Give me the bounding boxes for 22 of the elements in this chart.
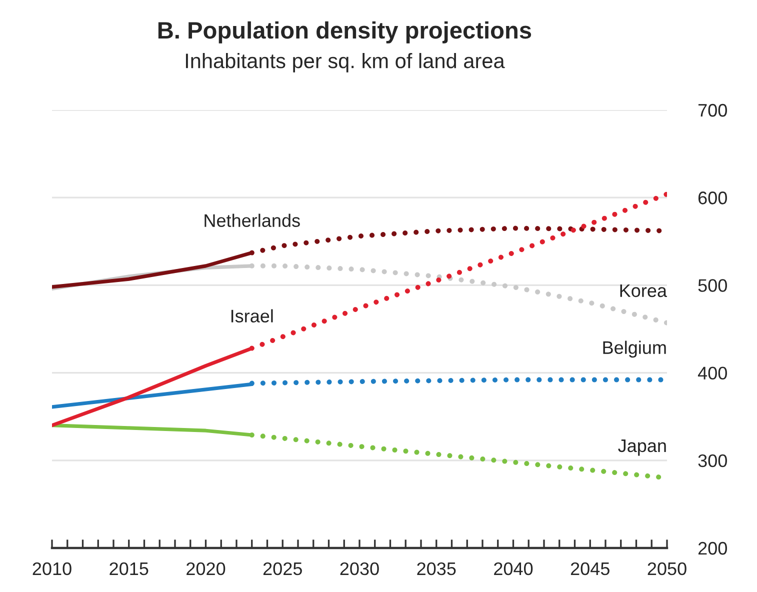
series-label: Korea: [620, 284, 667, 298]
y-tick-label: 200: [698, 542, 727, 555]
y-tick-label: 700: [698, 104, 727, 117]
series-label: Belgium: [603, 340, 666, 358]
series-label: Japan: [618, 440, 666, 456]
x-tick-label: 2050: [648, 562, 686, 576]
series-label: Israel: [231, 309, 273, 322]
x-tick-label: 2035: [417, 562, 456, 576]
y-tick-label: 600: [698, 192, 727, 204]
y-tick-label: 500: [698, 279, 727, 292]
x-tick-label: 2020: [186, 562, 226, 576]
y-tick-label: 300: [698, 454, 727, 468]
x-tick-label: 2045: [570, 562, 610, 576]
x-tick-label: 2010: [32, 562, 72, 576]
x-tick-label: 2015: [110, 562, 148, 576]
x-tick-label: 2030: [340, 562, 379, 576]
x-tick-label: 2040: [494, 562, 533, 576]
series-label: Netherlands: [204, 214, 300, 227]
chart-title: B. Population density projections: [158, 21, 532, 44]
y-tick-label: 400: [698, 366, 727, 380]
chart-subtitle: Inhabitants per sq. km of land area: [186, 52, 505, 72]
x-tick-label: 2025: [263, 562, 302, 576]
